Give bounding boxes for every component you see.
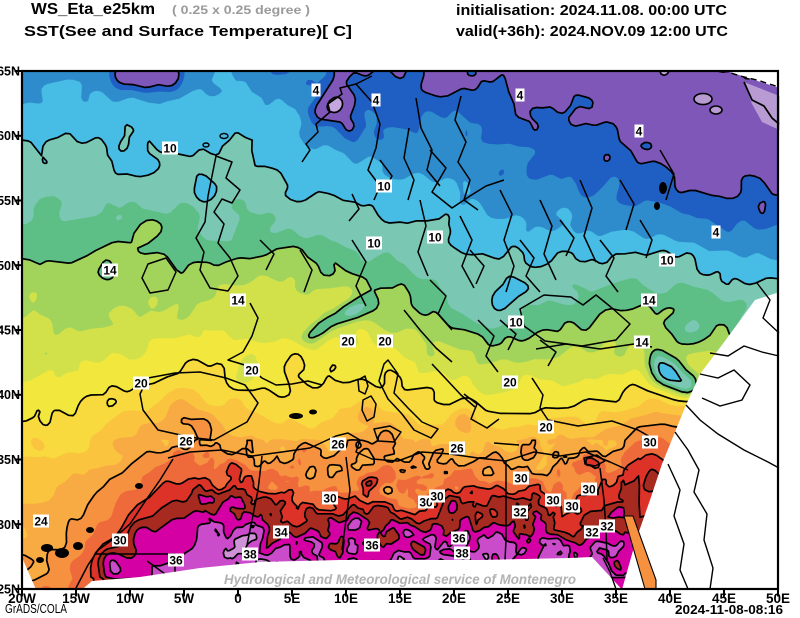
svg-text:10: 10: [377, 180, 391, 194]
svg-text:30: 30: [113, 534, 127, 548]
svg-text:20: 20: [503, 376, 517, 390]
svg-text:4: 4: [517, 89, 524, 103]
svg-text:20E: 20E: [442, 591, 466, 606]
svg-text:20W: 20W: [8, 591, 36, 606]
svg-text:5W: 5W: [174, 591, 195, 606]
svg-text:4: 4: [713, 226, 720, 240]
svg-text:38: 38: [455, 547, 469, 561]
svg-text:36: 36: [169, 554, 183, 568]
svg-text:60N: 60N: [0, 129, 20, 143]
svg-text:20: 20: [539, 421, 553, 435]
svg-text:30: 30: [514, 472, 528, 486]
svg-text:45E: 45E: [712, 591, 736, 606]
svg-text:SST(See and Surface Temperatur: SST(See and Surface Temperature)[ C]: [24, 23, 352, 40]
svg-text:GrADS/COLA: GrADS/COLA: [5, 602, 68, 616]
svg-text:38: 38: [243, 548, 257, 562]
svg-text:30E: 30E: [550, 591, 574, 606]
svg-text:25E: 25E: [496, 591, 520, 606]
svg-text:24: 24: [34, 515, 48, 529]
svg-text:20: 20: [134, 377, 148, 391]
svg-text:10: 10: [367, 237, 381, 251]
svg-text:32: 32: [513, 506, 527, 520]
svg-text:36: 36: [452, 532, 466, 546]
svg-text:WS_Eta_e25km: WS_Eta_e25km: [31, 1, 155, 18]
svg-text:50E: 50E: [766, 591, 790, 606]
svg-text:20: 20: [245, 364, 259, 378]
svg-text:26: 26: [331, 438, 345, 452]
svg-text:10E: 10E: [334, 591, 358, 606]
svg-text:55N: 55N: [0, 194, 20, 208]
svg-text:40E: 40E: [658, 591, 682, 606]
svg-text:26: 26: [450, 442, 464, 456]
svg-text:34: 34: [274, 526, 288, 540]
svg-text:30: 30: [323, 492, 337, 506]
svg-text:25N: 25N: [0, 583, 20, 597]
svg-text:10: 10: [428, 231, 442, 245]
svg-text:( 0.25 x 0.25 degree ): ( 0.25 x 0.25 degree ): [172, 3, 310, 17]
svg-text:15E: 15E: [388, 591, 412, 606]
svg-text:35N: 35N: [0, 453, 20, 467]
svg-text:40N: 40N: [0, 388, 20, 402]
svg-text:65N: 65N: [0, 65, 20, 79]
svg-text:30: 30: [565, 500, 579, 514]
svg-text:14: 14: [635, 336, 649, 350]
svg-text:10: 10: [660, 254, 674, 268]
svg-text:20: 20: [341, 335, 355, 349]
svg-text:10: 10: [509, 316, 523, 330]
svg-text:10W: 10W: [116, 591, 144, 606]
svg-text:32: 32: [600, 520, 614, 534]
svg-text:20: 20: [378, 335, 392, 349]
svg-text:35E: 35E: [604, 591, 628, 606]
svg-text:14: 14: [103, 264, 117, 278]
svg-text:Hydrological and Meteorologica: Hydrological and Meteorological service …: [224, 572, 576, 587]
svg-text:valid(+36h): 2024.NOV.09 12:00: valid(+36h): 2024.NOV.09 12:00 UTC: [456, 24, 729, 40]
svg-text:2024-11-08-08:16: 2024-11-08-08:16: [675, 603, 783, 617]
svg-text:4: 4: [373, 94, 380, 108]
svg-text:initialisation: 2024.11.08. 00: initialisation: 2024.11.08. 00:00 UTC: [456, 3, 728, 19]
svg-text:14: 14: [642, 294, 656, 308]
svg-text:14: 14: [231, 294, 245, 308]
svg-text:5E: 5E: [284, 591, 301, 606]
svg-text:26: 26: [179, 435, 193, 449]
svg-text:4: 4: [313, 84, 320, 98]
svg-text:30N: 30N: [0, 518, 20, 532]
svg-text:30: 30: [643, 436, 657, 450]
svg-text:0: 0: [234, 591, 242, 606]
svg-text:45N: 45N: [0, 324, 20, 338]
svg-text:50N: 50N: [0, 259, 20, 273]
svg-text:30: 30: [430, 490, 444, 504]
svg-text:4: 4: [636, 125, 643, 139]
svg-text:10: 10: [163, 142, 177, 156]
svg-text:30: 30: [546, 494, 560, 508]
svg-text:30: 30: [582, 483, 596, 497]
svg-text:36: 36: [365, 539, 379, 553]
svg-text:15W: 15W: [62, 591, 90, 606]
svg-text:32: 32: [585, 526, 599, 540]
